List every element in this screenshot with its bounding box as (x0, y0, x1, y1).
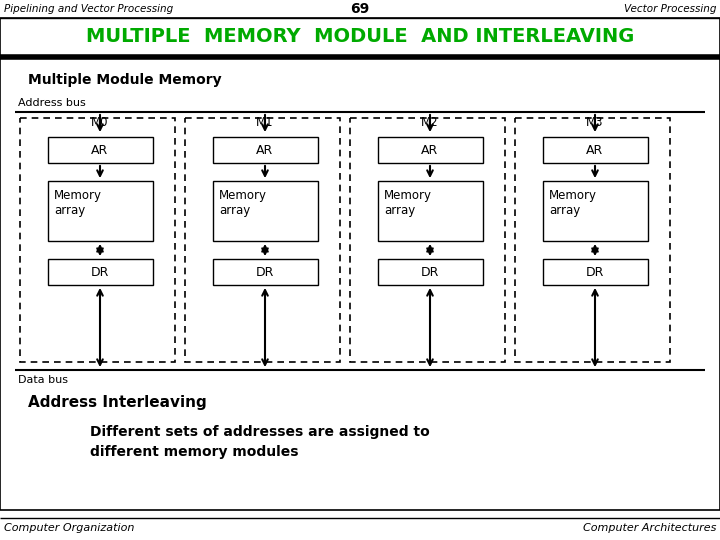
Bar (0, 57, 720, 510)
Text: M2: M2 (421, 116, 438, 129)
Text: Pipelining and Vector Processing: Pipelining and Vector Processing (4, 4, 174, 14)
Text: DR: DR (91, 266, 109, 279)
Bar (543, 137, 648, 163)
Text: Memory
array: Memory array (549, 189, 597, 217)
Bar (48, 181, 153, 241)
Bar (543, 259, 648, 285)
Bar (48, 137, 153, 163)
Bar (543, 181, 648, 241)
Text: Memory
array: Memory array (54, 189, 102, 217)
Text: M1: M1 (256, 116, 274, 129)
Bar (48, 259, 153, 285)
Text: Computer Organization: Computer Organization (4, 523, 135, 533)
Text: Memory
array: Memory array (219, 189, 267, 217)
Text: DR: DR (586, 266, 604, 279)
Text: Vector Processing: Vector Processing (624, 4, 716, 14)
Bar (213, 137, 318, 163)
Text: Address Interleaving: Address Interleaving (28, 395, 207, 409)
Text: Computer Architectures: Computer Architectures (582, 523, 716, 533)
Text: Address bus: Address bus (18, 98, 86, 108)
Text: AR: AR (256, 144, 274, 157)
Bar (20, 118, 175, 362)
Bar (378, 181, 483, 241)
Text: Data bus: Data bus (18, 375, 68, 385)
Bar (0, 18, 720, 57)
Text: Different sets of addresses are assigned to: Different sets of addresses are assigned… (90, 425, 430, 439)
Text: Memory
array: Memory array (384, 189, 432, 217)
Bar (185, 118, 340, 362)
Text: AR: AR (91, 144, 109, 157)
Text: Multiple Module Memory: Multiple Module Memory (28, 73, 222, 87)
Bar (378, 259, 483, 285)
Bar (213, 181, 318, 241)
Text: DR: DR (420, 266, 439, 279)
Bar (213, 259, 318, 285)
Text: AR: AR (421, 144, 438, 157)
Text: MULTIPLE  MEMORY  MODULE  AND INTERLEAVING: MULTIPLE MEMORY MODULE AND INTERLEAVING (86, 28, 634, 46)
Text: DR: DR (256, 266, 274, 279)
Text: AR: AR (586, 144, 603, 157)
Text: M3: M3 (586, 116, 604, 129)
Text: different memory modules: different memory modules (90, 445, 299, 459)
Bar (350, 118, 505, 362)
Text: 69: 69 (351, 2, 369, 16)
Bar (378, 137, 483, 163)
Bar (515, 118, 670, 362)
Text: M0: M0 (91, 116, 109, 129)
